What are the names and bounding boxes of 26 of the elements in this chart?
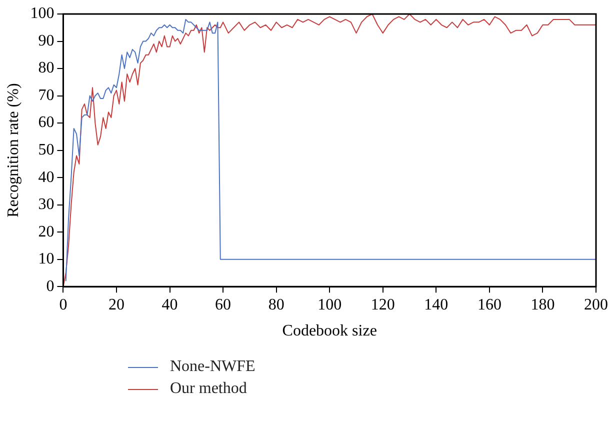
y-tick-label: 20 <box>38 223 54 240</box>
y-tick-label: 90 <box>38 32 54 50</box>
y-tick-label: 0 <box>46 278 54 295</box>
y-tick-label: 50 <box>38 142 54 159</box>
y-tick-label: 30 <box>38 196 54 214</box>
legend-label: None-NWFE <box>170 358 256 376</box>
y-tick-label: 40 <box>38 168 54 186</box>
y-tick-label: 60 <box>38 114 54 132</box>
y-tick-label: 80 <box>38 60 54 77</box>
x-tick-label: 140 <box>424 296 448 314</box>
x-tick-label: 180 <box>530 296 555 314</box>
x-tick-label: 120 <box>370 296 395 314</box>
x-tick-label: 60 <box>215 296 232 314</box>
y-tick-label: 10 <box>38 250 54 268</box>
y-axis-title: Recognition rate (%) <box>4 83 22 218</box>
x-tick-label: 80 <box>268 296 284 314</box>
y-tick-label: 70 <box>38 86 54 104</box>
x-tick-label: 200 <box>584 296 608 314</box>
x-tick-label: 160 <box>477 296 502 314</box>
x-tick-label: 100 <box>318 296 342 314</box>
x-tick-label: 40 <box>162 296 178 314</box>
x-tick-label: 0 <box>59 296 68 314</box>
y-tick-label: 100 <box>30 5 54 22</box>
legend-label: Our method <box>170 380 247 398</box>
x-tick-label: 20 <box>108 296 124 314</box>
x-axis-title: Codebook size <box>282 322 377 340</box>
